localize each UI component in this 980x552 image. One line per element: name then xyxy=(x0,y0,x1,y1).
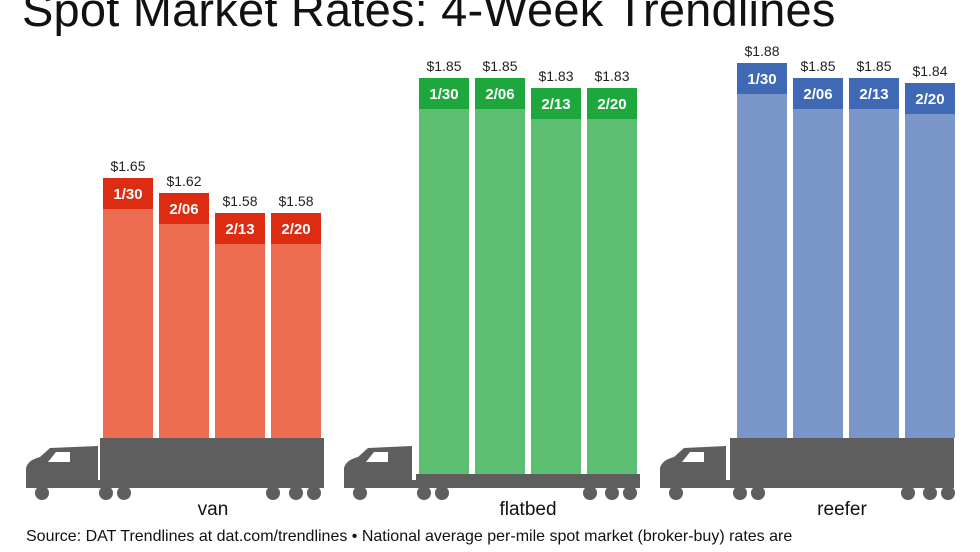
trailer-van xyxy=(100,438,324,484)
bar-cap-van-1 xyxy=(159,193,209,224)
category-label-reefer-2: 2/13 xyxy=(859,86,888,103)
wheel-flatbed-4 xyxy=(605,486,619,500)
data-label-flatbed-0: $1.85 xyxy=(426,58,461,74)
bar-cap-flatbed-3 xyxy=(587,88,637,119)
chart-title: Spot Market Rates: 4-Week Trendlines xyxy=(22,0,836,36)
truck-cab-van xyxy=(26,446,98,488)
data-label-flatbed-3: $1.83 xyxy=(594,68,629,84)
category-label-van-1: 2/06 xyxy=(169,201,198,218)
category-label-flatbed-0: 1/30 xyxy=(429,86,458,103)
bar-flatbed-2 xyxy=(531,88,581,474)
data-label-reefer-1: $1.85 xyxy=(800,58,835,74)
chassis-van xyxy=(36,480,324,488)
data-label-reefer-0: $1.88 xyxy=(744,43,779,59)
truck-cab-flatbed xyxy=(344,446,412,488)
wheel-van-1 xyxy=(99,486,113,500)
series-label-reefer: reefer xyxy=(817,499,867,520)
category-label-reefer-1: 2/06 xyxy=(803,86,832,103)
wheel-flatbed-3 xyxy=(583,486,597,500)
data-label-van-1: $1.62 xyxy=(166,173,201,189)
bar-cap-flatbed-0 xyxy=(419,78,469,109)
bar-reefer-1 xyxy=(793,78,843,438)
category-label-van-0: 1/30 xyxy=(113,186,142,203)
truck-window-reefer xyxy=(682,452,704,462)
wheel-reefer-3 xyxy=(901,486,915,500)
bar-flatbed-0 xyxy=(419,78,469,474)
truck-window-flatbed xyxy=(366,452,388,462)
source-note: Source: DAT Trendlines at dat.com/trendl… xyxy=(26,528,793,545)
wheel-reefer-2 xyxy=(751,486,765,500)
wheel-reefer-4 xyxy=(923,486,937,500)
data-label-reefer-2: $1.85 xyxy=(856,58,891,74)
bar-reefer-0 xyxy=(737,63,787,438)
series-label-van: van xyxy=(198,499,229,520)
category-label-flatbed-3: 2/20 xyxy=(597,96,626,113)
bar-reefer-3 xyxy=(905,83,955,438)
wheel-van-5 xyxy=(307,486,321,500)
data-label-reefer-3: $1.84 xyxy=(912,63,947,79)
category-label-van-2: 2/13 xyxy=(225,221,254,238)
truck-window-van xyxy=(48,452,70,462)
bar-cap-van-3 xyxy=(271,213,321,244)
data-label-van-0: $1.65 xyxy=(110,158,145,174)
bar-reefer-2 xyxy=(849,78,899,438)
chassis-flatbed xyxy=(354,480,640,488)
bar-cap-reefer-0 xyxy=(737,63,787,94)
bar-cap-van-0 xyxy=(103,178,153,209)
bar-cap-reefer-3 xyxy=(905,83,955,114)
category-label-flatbed-1: 2/06 xyxy=(485,86,514,103)
wheel-flatbed-2 xyxy=(435,486,449,500)
bar-cap-van-2 xyxy=(215,213,265,244)
series-label-flatbed: flatbed xyxy=(499,499,556,520)
category-label-reefer-3: 2/20 xyxy=(915,91,944,108)
bar-van-0 xyxy=(103,178,153,438)
wheel-van-2 xyxy=(117,486,131,500)
wheel-van-0 xyxy=(35,486,49,500)
wheel-van-4 xyxy=(289,486,303,500)
wheel-flatbed-5 xyxy=(623,486,637,500)
category-label-van-3: 2/20 xyxy=(281,221,310,238)
data-label-flatbed-2: $1.83 xyxy=(538,68,573,84)
category-label-reefer-0: 1/30 xyxy=(747,71,776,88)
bar-van-1 xyxy=(159,193,209,438)
wheel-reefer-1 xyxy=(733,486,747,500)
bar-van-2 xyxy=(215,213,265,438)
bar-flatbed-1 xyxy=(475,78,525,474)
chassis-reefer xyxy=(670,480,954,488)
data-label-van-2: $1.58 xyxy=(222,193,257,209)
wheel-van-3 xyxy=(266,486,280,500)
bar-cap-flatbed-1 xyxy=(475,78,525,109)
trailer-reefer xyxy=(730,438,954,484)
wheel-reefer-0 xyxy=(669,486,683,500)
bar-flatbed-3 xyxy=(587,88,637,474)
bar-cap-flatbed-2 xyxy=(531,88,581,119)
bar-cap-reefer-2 xyxy=(849,78,899,109)
category-label-flatbed-2: 2/13 xyxy=(541,96,570,113)
bar-van-3 xyxy=(271,213,321,438)
truck-cab-reefer xyxy=(660,446,726,488)
data-label-flatbed-1: $1.85 xyxy=(482,58,517,74)
bar-cap-reefer-1 xyxy=(793,78,843,109)
data-label-van-3: $1.58 xyxy=(278,193,313,209)
wheel-flatbed-1 xyxy=(417,486,431,500)
wheel-reefer-5 xyxy=(941,486,955,500)
wheel-flatbed-0 xyxy=(353,486,367,500)
